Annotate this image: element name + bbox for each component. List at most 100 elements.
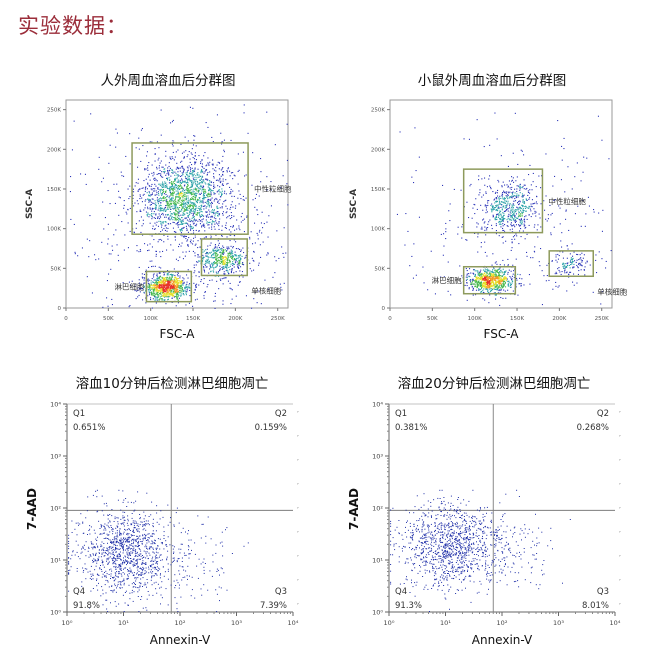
event-dot [144, 168, 146, 170]
event-dot [160, 281, 162, 283]
event-dot [484, 177, 486, 179]
event-dot [155, 179, 157, 181]
event-dot [194, 181, 196, 183]
event-dot [495, 281, 497, 283]
event-dot [220, 258, 222, 260]
event-dot [494, 219, 496, 221]
event-dot [167, 285, 169, 287]
event-dot [207, 200, 209, 202]
event-dot [178, 168, 180, 170]
event-dot [156, 292, 158, 294]
event-dot [195, 219, 197, 221]
event-dot [576, 264, 578, 266]
event-dot [493, 278, 495, 280]
event-dot [529, 206, 531, 208]
event-dot [195, 184, 197, 186]
event-dot [212, 250, 214, 252]
event-dot [466, 273, 468, 275]
event-dot [177, 291, 179, 293]
event-dot [175, 217, 177, 219]
event-dot [528, 214, 530, 216]
event-dot [198, 193, 200, 195]
event-dot [222, 253, 224, 255]
event-dot [166, 249, 168, 251]
event-dot [147, 212, 149, 214]
event-dot [212, 216, 214, 218]
event-dot [500, 287, 502, 289]
event-dot [153, 289, 155, 291]
event-dot [505, 201, 507, 203]
event-dot [495, 276, 497, 278]
event-dot [211, 223, 213, 225]
event-dot [497, 281, 499, 283]
event-dot [504, 271, 506, 273]
event-dot [174, 290, 176, 292]
event-dot [220, 132, 222, 134]
event-dot [183, 212, 185, 214]
y-tick-label: 150K [371, 187, 385, 193]
event-dot [174, 285, 176, 287]
event-dot [227, 256, 229, 258]
event-dot [181, 291, 183, 293]
event-dot [135, 298, 137, 300]
event-dot [128, 198, 130, 200]
event-dot [200, 178, 202, 180]
event-dot [172, 285, 174, 287]
event-dot [521, 195, 523, 197]
event-dot [160, 199, 162, 201]
event-dot [500, 287, 502, 289]
event-dot [507, 271, 509, 273]
event-dot [183, 204, 185, 206]
event-dot [198, 276, 200, 278]
event-dot [144, 169, 146, 171]
event-dot [192, 206, 194, 208]
event-dot [162, 197, 164, 199]
event-dot [177, 272, 179, 274]
event-dot [151, 294, 153, 296]
event-dot [174, 214, 176, 216]
event-dot [493, 208, 495, 210]
event-dot [216, 263, 218, 265]
event-dot [207, 214, 209, 216]
event-dot [148, 291, 150, 293]
event-dot [164, 277, 166, 279]
event-dot [502, 286, 504, 288]
event-dot [583, 269, 585, 271]
event-dot [169, 169, 171, 171]
event-dot [195, 243, 197, 245]
event-dot [172, 280, 174, 282]
event-dot [232, 206, 234, 208]
event-dot [161, 282, 163, 284]
event-dot [188, 151, 190, 153]
event-dot [396, 213, 398, 215]
event-dot [266, 254, 268, 256]
event-dot [583, 254, 585, 256]
event-dot [492, 214, 494, 216]
event-dot [181, 182, 183, 184]
event-dot [476, 270, 478, 272]
event-dot [168, 281, 170, 283]
event-dot [213, 268, 215, 270]
event-dot [196, 177, 198, 179]
event-dot [516, 206, 518, 208]
event-dot [229, 175, 231, 177]
event-dot [149, 200, 151, 202]
event-dot [563, 263, 565, 265]
event-dot [448, 210, 450, 212]
event-dot [177, 286, 179, 288]
event-dot [173, 292, 175, 294]
event-dot [199, 256, 201, 258]
event-dot [125, 155, 127, 157]
event-dot [570, 258, 572, 260]
event-dot [166, 278, 168, 280]
event-dot [190, 205, 192, 207]
event-dot [212, 159, 214, 161]
event-dot [184, 193, 186, 195]
event-dot [484, 275, 486, 277]
event-dot [577, 266, 579, 268]
event-dot [471, 217, 473, 219]
event-dot [490, 186, 492, 188]
event-dot [143, 291, 145, 293]
event-dot [177, 193, 179, 195]
event-dot [510, 249, 512, 251]
